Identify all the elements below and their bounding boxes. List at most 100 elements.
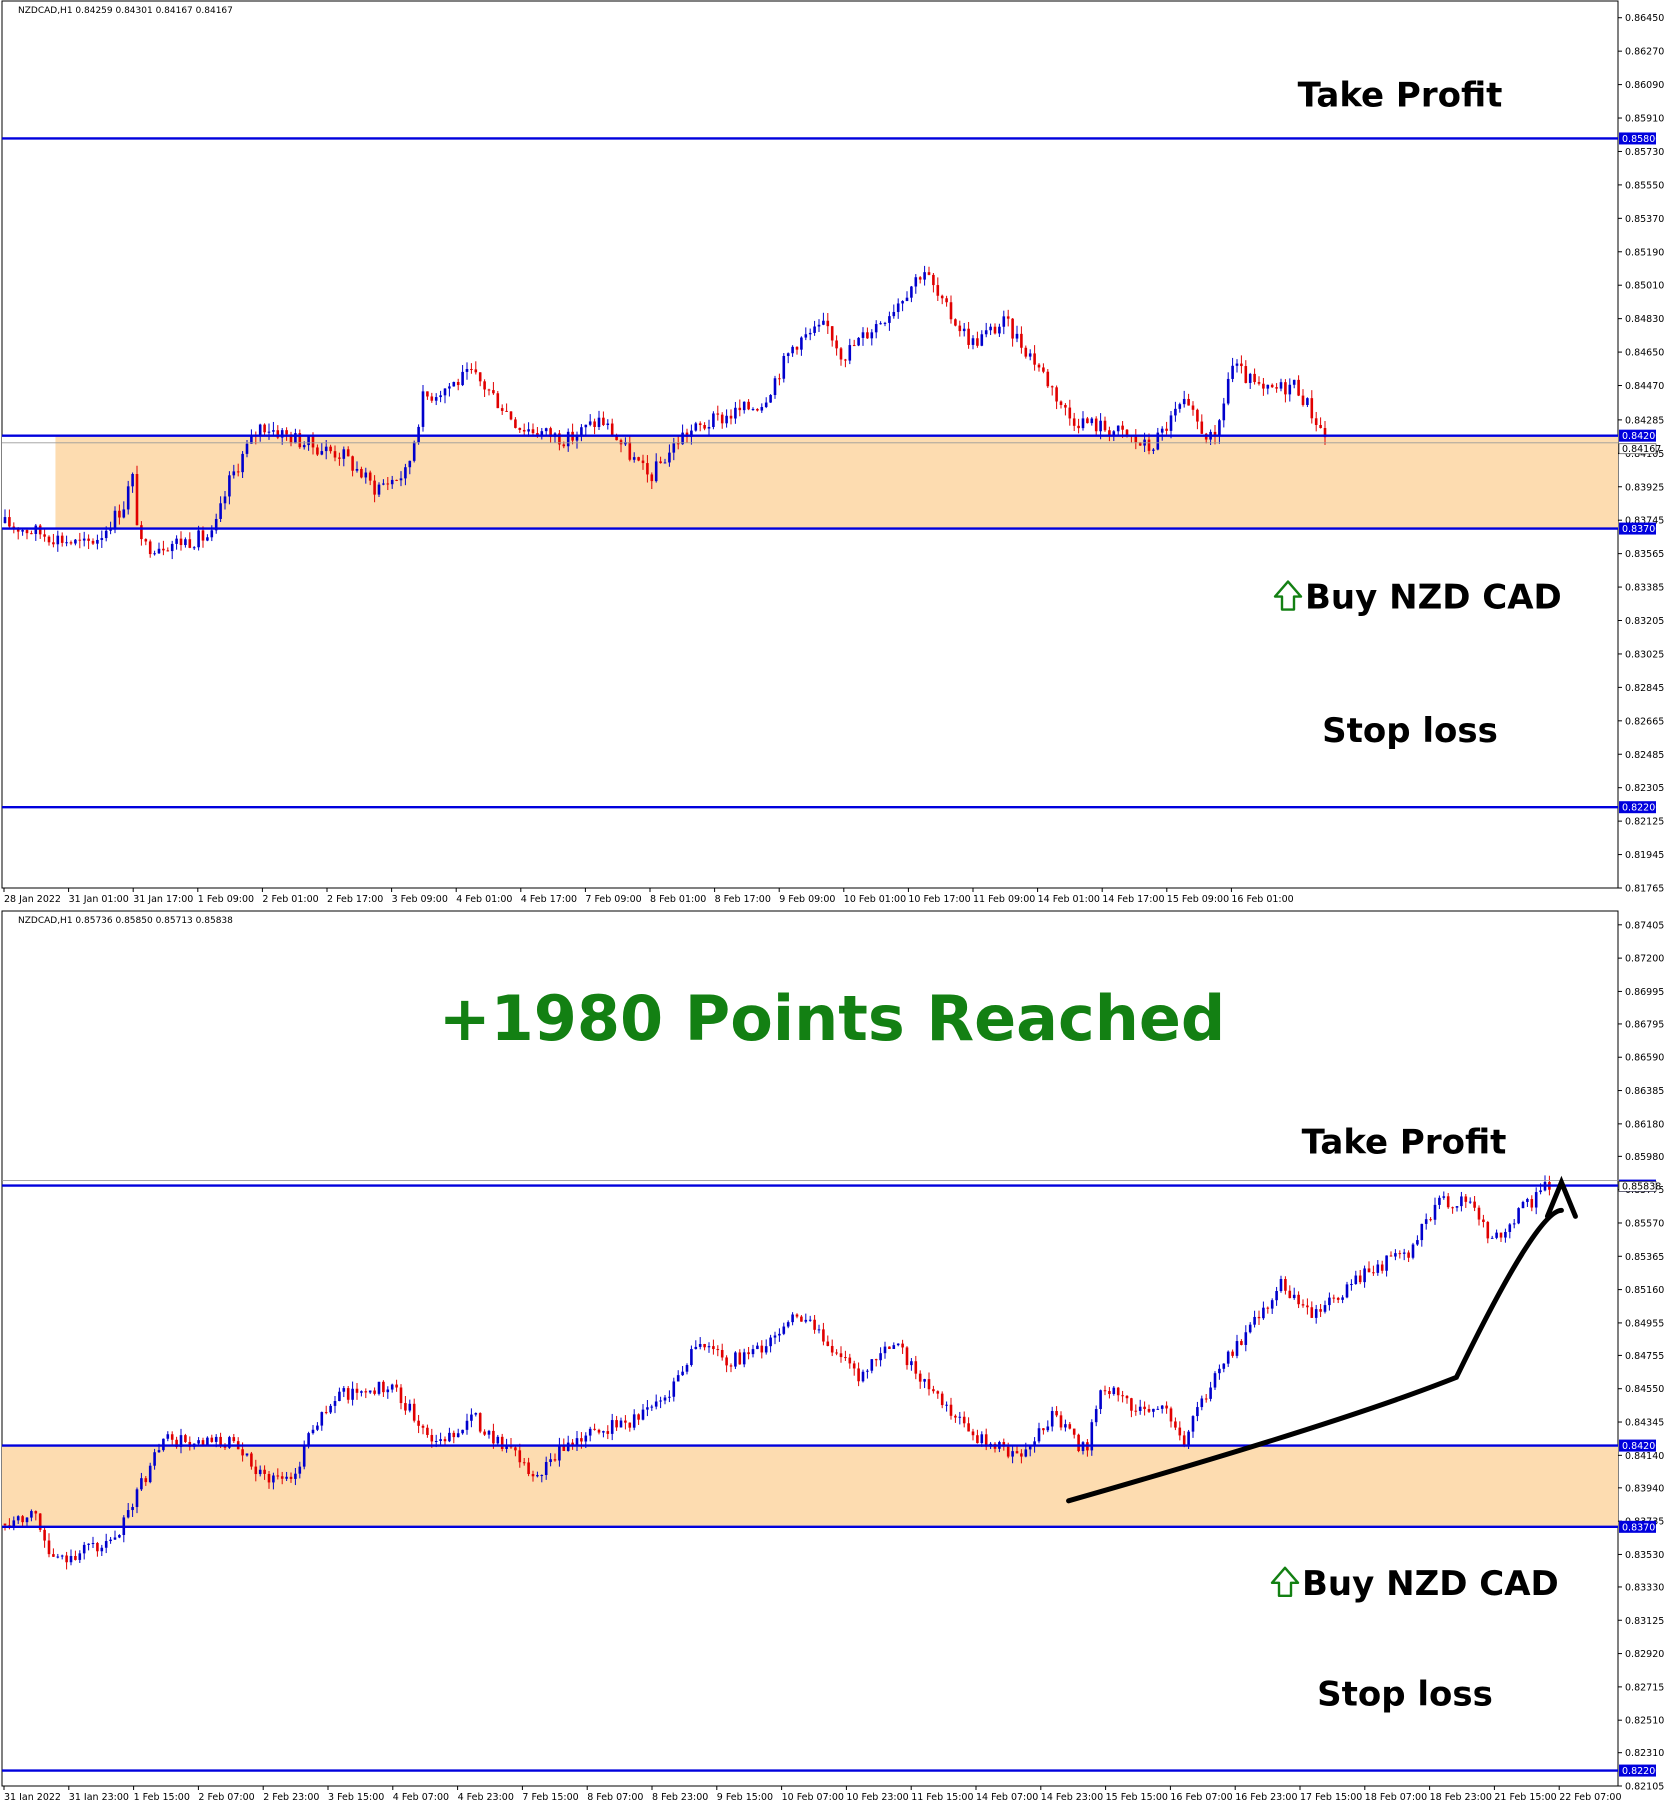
y-tick-label: 0.85190 <box>1625 247 1664 258</box>
candle-body <box>698 1343 702 1347</box>
candle-body <box>452 381 456 387</box>
candle-body <box>1024 1449 1028 1457</box>
candle-body <box>1429 1219 1432 1221</box>
candle-body <box>1147 439 1151 451</box>
candle-body <box>918 277 922 280</box>
candle-body <box>219 1436 222 1446</box>
candle-body <box>1200 421 1204 434</box>
candlestick-chart-bottom[interactable]: NZDCAD,H1 0.85736 0.85850 0.85713 0.8583… <box>0 910 1664 1800</box>
x-tick-label: 9 Feb 09:00 <box>779 894 835 905</box>
candle-body <box>782 355 786 379</box>
candle-body <box>681 432 684 445</box>
level-price-tag <box>1619 1520 1656 1533</box>
candle-body <box>1028 353 1032 357</box>
y-tick-label: 0.82665 <box>1625 716 1664 727</box>
candle-body <box>747 401 750 410</box>
x-tick-label: 4 Feb 23:00 <box>458 1792 514 1800</box>
candle-body <box>505 1444 508 1450</box>
candle-body <box>492 1430 495 1444</box>
candle-body <box>390 1384 394 1390</box>
y-tick-label: 0.82715 <box>1625 1682 1664 1693</box>
candle-body <box>25 530 29 534</box>
candle-body <box>1248 1324 1252 1333</box>
x-tick-label: 31 Jan 17:00 <box>133 894 193 905</box>
y-tick-label: 0.85160 <box>1625 1285 1664 1296</box>
candle-body <box>892 311 896 317</box>
candle-body <box>729 1365 733 1367</box>
y-tick-label: 0.81945 <box>1625 850 1664 861</box>
candle-body <box>984 330 988 335</box>
y-tick-label: 0.83530 <box>1625 1550 1664 1561</box>
candle-body <box>778 1333 781 1336</box>
candle-body <box>96 539 99 544</box>
x-tick-label: 8 Feb 17:00 <box>715 894 771 905</box>
candle-body <box>118 510 121 518</box>
candle-body <box>280 1476 284 1479</box>
candle-body <box>1292 379 1296 385</box>
candle-body <box>672 443 676 453</box>
candle-body <box>509 411 513 420</box>
candlestick-chart-top[interactable]: NZDCAD,H1 0.84259 0.84301 0.84167 0.8416… <box>0 0 1664 906</box>
candle-body <box>1420 1223 1424 1241</box>
candle-body <box>1196 1407 1199 1417</box>
candle-body <box>91 540 95 544</box>
x-tick-label: 7 Feb 15:00 <box>522 1792 578 1800</box>
candle-body <box>267 1473 271 1483</box>
candle-body <box>800 1316 803 1322</box>
candle-body <box>399 478 403 481</box>
take-profit-label: Take Profit <box>1302 1123 1507 1163</box>
candle-body <box>140 1478 143 1490</box>
candle-body <box>1301 395 1305 405</box>
candle-body <box>1002 1442 1006 1447</box>
candle-body <box>1310 398 1314 419</box>
candle-body <box>1138 442 1142 446</box>
candle-body <box>294 1473 297 1479</box>
x-tick-label: 8 Feb 23:00 <box>652 1792 708 1800</box>
candle-body <box>544 428 548 432</box>
candle-body <box>153 1452 156 1466</box>
candle-body <box>1499 1232 1503 1238</box>
candle-body <box>166 550 170 552</box>
candle-body <box>434 397 438 401</box>
candle-body <box>659 461 662 464</box>
candle-body <box>1240 363 1243 367</box>
chart-panel-top[interactable]: NZDCAD,H1 0.84259 0.84301 0.84167 0.8416… <box>0 0 1664 906</box>
candle-body <box>1059 401 1063 405</box>
candle-body <box>756 408 759 411</box>
candle-body <box>478 372 482 382</box>
x-tick-label: 10 Feb 01:00 <box>844 894 906 905</box>
candle-body <box>408 460 412 468</box>
trend-arrow <box>1066 1207 1564 1504</box>
candle-body <box>654 461 658 482</box>
candle-body <box>421 1425 425 1428</box>
candle-body <box>131 474 134 487</box>
candle-body <box>1526 1199 1529 1202</box>
candle-body <box>74 539 77 544</box>
candle-body <box>478 1413 482 1432</box>
candle-body <box>434 1441 438 1443</box>
candle-body <box>1033 1441 1036 1447</box>
candle-body <box>518 1450 522 1463</box>
chart-panel-bottom[interactable]: NZDCAD,H1 0.85736 0.85850 0.85713 0.8583… <box>0 910 1664 1800</box>
candle-body <box>1011 318 1014 339</box>
candle-body <box>958 325 962 332</box>
candle-body <box>214 518 218 531</box>
candle-body <box>1323 1305 1327 1312</box>
candle-body <box>1521 1201 1525 1209</box>
candle-body <box>47 1540 51 1555</box>
candle-body <box>1015 1451 1019 1454</box>
y-tick-label: 0.84105 <box>1625 449 1664 460</box>
candle-body <box>760 407 764 411</box>
candle-body <box>298 1466 302 1474</box>
candle-body <box>610 1420 614 1434</box>
candle-body <box>518 427 522 430</box>
candle-body <box>245 443 249 454</box>
candle-body <box>1134 436 1138 443</box>
x-tick-label: 8 Feb 07:00 <box>587 1792 643 1800</box>
candle-body <box>1050 386 1054 388</box>
candle-body <box>1332 1297 1336 1299</box>
candle-body <box>514 419 517 428</box>
candle-body <box>470 369 473 371</box>
candle-body <box>1006 1446 1010 1457</box>
x-tick-label: 21 Feb 15:00 <box>1494 1792 1556 1800</box>
